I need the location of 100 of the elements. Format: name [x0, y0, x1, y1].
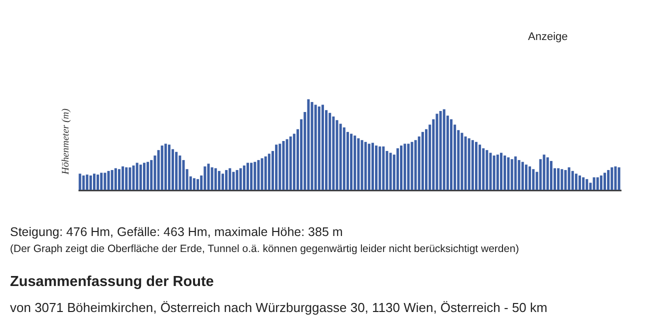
- bar: [264, 156, 267, 190]
- bar: [178, 156, 182, 190]
- bar: [507, 157, 510, 190]
- bar: [164, 144, 167, 190]
- bar: [421, 132, 424, 190]
- bar: [486, 150, 488, 190]
- bar: [596, 177, 599, 190]
- bar: [414, 140, 417, 190]
- bar: [122, 166, 124, 190]
- bar: [104, 172, 106, 190]
- bar: [236, 170, 238, 190]
- bar: [404, 144, 406, 190]
- bar: [336, 120, 338, 190]
- bar: [114, 168, 117, 190]
- bar: [418, 136, 420, 190]
- bar: [378, 146, 382, 190]
- bar: [586, 179, 588, 190]
- bar: [254, 162, 256, 190]
- bar: [371, 142, 374, 190]
- bar: [275, 144, 278, 190]
- text: Steigung: 476 Hm, Gefälle: 463 Hm, maximale Höhe: 385 m: [10, 225, 343, 239]
- bar: [478, 144, 482, 190]
- bar: [232, 172, 235, 190]
- bar: [564, 170, 567, 190]
- bar: [474, 142, 478, 190]
- bar: [78, 174, 82, 190]
- bar: [489, 152, 492, 190]
- bar: [282, 141, 285, 190]
- bar: [268, 154, 270, 190]
- bar: [246, 162, 250, 190]
- bar: [439, 111, 442, 190]
- bar: [582, 177, 585, 190]
- bar: [210, 167, 214, 190]
- bar: [557, 168, 560, 190]
- bar: [222, 174, 224, 190]
- bar: [532, 169, 535, 190]
- bar: [139, 164, 142, 190]
- bar: [600, 175, 602, 190]
- bar: [464, 136, 467, 190]
- bar: [250, 162, 253, 190]
- bar: [492, 156, 496, 190]
- bar: [382, 146, 385, 190]
- bar: [496, 154, 499, 190]
- bar: [175, 152, 178, 190]
- bar: [89, 175, 92, 190]
- bar: [354, 136, 356, 190]
- bar: [342, 127, 346, 190]
- bar: [328, 112, 332, 190]
- bar: [610, 167, 614, 190]
- bar: [396, 148, 399, 190]
- bar: [364, 142, 367, 190]
- bar: [360, 140, 364, 190]
- bar: [592, 177, 596, 190]
- bar: [482, 148, 485, 190]
- bar: [389, 152, 392, 190]
- bar: [289, 136, 292, 190]
- bar: [142, 162, 146, 190]
- bar: [542, 154, 546, 190]
- bar: [107, 170, 110, 190]
- bar: [207, 164, 210, 190]
- bar: [578, 175, 582, 190]
- text: von 3071 Böheimkirchen, Österreich nach Würzburggasse 30, 1130 Wien, Österreich - 50 km: [10, 300, 548, 315]
- bar: [110, 170, 114, 190]
- bar: [214, 168, 217, 190]
- bar: [400, 146, 403, 190]
- bar: [571, 170, 574, 190]
- bar: [228, 168, 232, 190]
- bar: [468, 138, 470, 190]
- bar: [436, 114, 438, 190]
- bar: [225, 170, 228, 190]
- bar: [450, 119, 452, 190]
- bar: [260, 158, 264, 190]
- bar: [514, 156, 517, 190]
- bar: [350, 134, 353, 190]
- text: Anzeige: [528, 31, 568, 43]
- bar: [560, 169, 564, 190]
- text: (Der Graph zeigt die Oberfläche der Erde, Tunnel o.ä. können gegenwärtig leider nicht berücksichtigt werden): [10, 243, 519, 255]
- y-axis-title: Höhenmeter (m): [60, 108, 72, 176]
- bar: [518, 160, 520, 190]
- bar: [568, 167, 570, 190]
- bar: [318, 106, 320, 190]
- bar: [357, 138, 360, 190]
- bar: [307, 99, 310, 190]
- bar: [160, 146, 164, 190]
- bar: [314, 104, 317, 190]
- bar: [125, 167, 128, 190]
- bar: [257, 160, 260, 190]
- bar: [192, 178, 196, 190]
- bar: [118, 169, 120, 190]
- bar: [100, 172, 103, 190]
- bar: [471, 140, 474, 190]
- bar: [218, 170, 220, 190]
- bar: [410, 142, 414, 190]
- bar: [96, 174, 100, 190]
- bar: [310, 102, 314, 190]
- bar: [460, 132, 464, 190]
- bar: [368, 144, 370, 190]
- bar: [346, 132, 349, 190]
- bar: [574, 174, 578, 190]
- bar: [546, 157, 549, 190]
